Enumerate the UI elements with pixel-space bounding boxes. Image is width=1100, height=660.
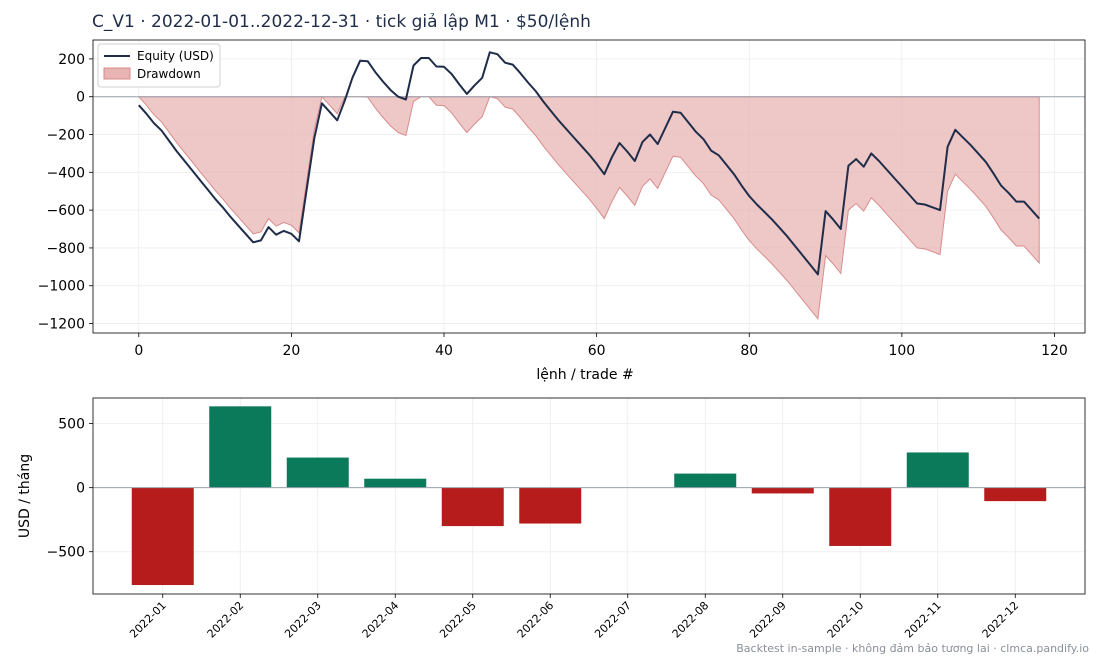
bar-2022-12	[984, 487, 1047, 502]
chart-title: C_V1 · 2022-01-01..2022-12-31 · tick giả…	[92, 12, 591, 32]
bar-2022-09	[751, 487, 814, 494]
x-tick-label: 2022-10	[825, 599, 867, 641]
x-tick-label: 2022-02	[205, 599, 247, 641]
x-tick-label: 2022-06	[515, 599, 557, 641]
bar-2022-03	[286, 457, 349, 488]
y-tick-label: 0	[76, 481, 85, 497]
x-tick-label: 0	[134, 343, 143, 359]
y-tick-label: −1000	[38, 279, 85, 295]
y-tick-label: −400	[47, 165, 85, 181]
x-tick-label: 60	[588, 343, 606, 359]
equity-line	[138, 51, 1040, 276]
bar-2022-06	[519, 487, 582, 524]
x-tick-label: 2022-01	[127, 599, 169, 641]
x-tick-label: 2022-08	[670, 599, 712, 641]
y-tick-label: −500	[47, 545, 85, 561]
x-tick-label: 2022-05	[437, 599, 479, 641]
plot-frame	[92, 397, 1086, 595]
x-axis-label: lệnh / trade #	[536, 367, 633, 383]
y-axis-label: USD / tháng	[17, 454, 33, 538]
x-tick-label: 2022-07	[592, 599, 634, 641]
bar-2022-10	[829, 487, 892, 546]
drawdown-area	[137, 95, 1040, 321]
y-tick-label: −1200	[38, 317, 85, 333]
y-tick-label: 0	[76, 90, 85, 106]
y-tick-label: 200	[58, 52, 85, 68]
bar-2022-02	[209, 406, 272, 488]
x-tick-label: 2022-04	[360, 599, 402, 641]
y-tick-label: −800	[47, 241, 85, 257]
x-tick-label: 120	[1041, 343, 1068, 359]
x-tick-label: 2022-11	[902, 599, 944, 641]
monthly-pnl-chart: 2022-01 2022-02 2022-03 2022-04 2022-05 2022-…	[17, 397, 1086, 641]
bar-2022-04	[364, 478, 427, 488]
x-tick-label: 20	[282, 343, 300, 359]
legend-equity-label: Equity (USD)	[137, 49, 214, 63]
y-tick-label: 500	[58, 417, 85, 433]
legend-drawdown-swatch	[103, 67, 131, 80]
x-tick-label: 2022-03	[282, 599, 324, 641]
equity-drawdown-chart: 0 20 40 60 80 100 120 200 0 −200 −400 −600 −800 −1000…	[38, 39, 1086, 383]
x-tick-label: 2022-12	[980, 599, 1022, 641]
legend-drawdown-label: Drawdown	[137, 67, 201, 81]
bar-2022-01	[131, 487, 194, 586]
y-tick-label: −600	[47, 203, 85, 219]
bar-2022-11	[906, 452, 969, 488]
plot-frame	[92, 39, 1086, 334]
chart-legend: Equity (USD) Drawdown	[97, 43, 221, 88]
bar-2022-08	[674, 473, 737, 488]
x-tick-label: 40	[435, 343, 453, 359]
x-tick-label: 100	[888, 343, 915, 359]
footer-disclaimer: Backtest in-sample · không đảm bảo tương…	[736, 642, 1089, 655]
x-tick-label: 80	[740, 343, 758, 359]
bar-2022-05	[441, 487, 504, 527]
x-tick-label: 2022-09	[747, 599, 789, 641]
y-tick-label: −200	[47, 128, 85, 144]
